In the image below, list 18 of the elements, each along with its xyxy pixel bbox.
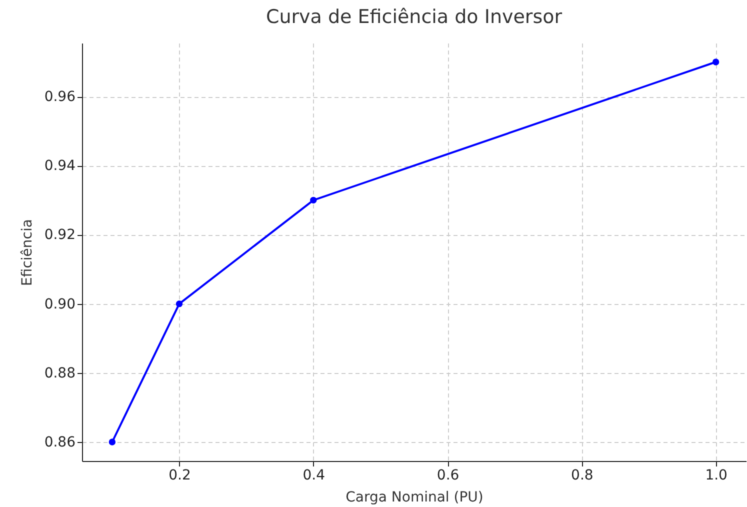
y-tick-label: 0.90 bbox=[44, 296, 76, 312]
x-tick-label: 0.2 bbox=[168, 468, 191, 484]
y-tick-label: 0.88 bbox=[44, 365, 76, 382]
y-tick-label: 0.92 bbox=[44, 227, 76, 244]
point bbox=[108, 438, 116, 446]
point bbox=[712, 58, 720, 66]
y-tick-label: 0.86 bbox=[44, 434, 76, 450]
x-tick-label: 0.6 bbox=[436, 468, 460, 484]
y-tick-label: 0.94 bbox=[44, 158, 76, 174]
point bbox=[310, 196, 317, 204]
y-axis-title: Eficiência bbox=[19, 219, 36, 286]
x-tick-label: 1.0 bbox=[705, 468, 728, 484]
y-tick-label: 0.96 bbox=[44, 89, 76, 106]
x-tick-label: 0.4 bbox=[302, 468, 326, 484]
x-axis-title: Carga Nominal (PU) bbox=[346, 490, 484, 506]
point bbox=[176, 300, 183, 308]
x-tick-label: 0.8 bbox=[571, 468, 594, 484]
chart-title: Curva de Eficiência do Inversor bbox=[266, 6, 562, 28]
